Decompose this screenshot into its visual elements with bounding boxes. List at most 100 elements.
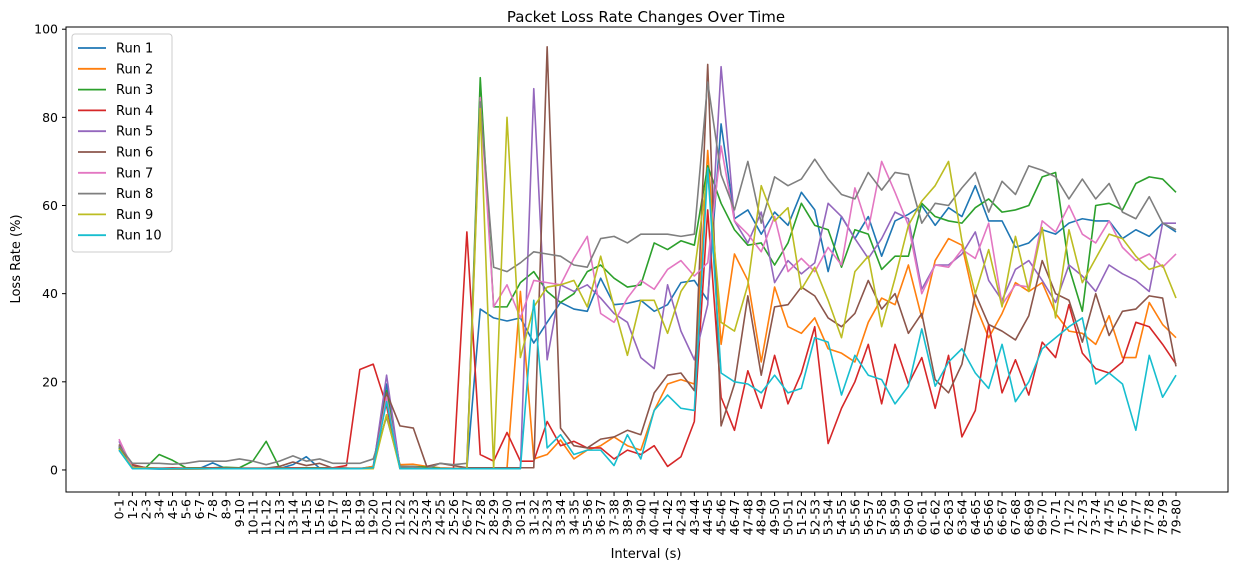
x-tick-label: 62-63 [941, 499, 956, 535]
legend-label: Run 8 [116, 187, 153, 202]
x-tick-label: 28-29 [486, 499, 501, 535]
legend-label: Run 1 [116, 42, 153, 57]
x-tick-label: 46-47 [727, 499, 742, 535]
x-tick-label: 39-40 [633, 499, 648, 535]
x-tick-label: 41-42 [660, 499, 675, 535]
y-tick-label: 20 [42, 374, 58, 389]
x-tick-label: 60-61 [914, 499, 929, 535]
x-tick-label: 34-35 [566, 499, 581, 535]
x-tick-label: 71-72 [1061, 499, 1076, 535]
x-tick-label: 70-71 [1048, 499, 1063, 535]
x-tick-label: 52-53 [807, 499, 822, 535]
y-axis: 0 20 40 60 80 100 [34, 22, 66, 477]
x-tick-label: 20-21 [379, 499, 394, 535]
series-line-run-4 [118, 209, 1177, 470]
x-tick-label: 2-3 [138, 499, 153, 519]
x-tick-label: 73-74 [1088, 499, 1103, 535]
x-tick-label: 14-15 [299, 499, 314, 535]
x-tick-label: 49-50 [767, 499, 782, 535]
y-tick-label: 100 [34, 22, 58, 37]
x-tick-label: 17-18 [339, 499, 354, 535]
x-tick-label: 29-30 [500, 499, 515, 535]
x-tick-label: 61-62 [928, 499, 943, 535]
x-tick-label: 76-77 [1128, 499, 1143, 535]
x-tick-label: 32-33 [540, 499, 555, 535]
series-line-run-5 [118, 65, 1176, 470]
x-tick-label: 53-54 [821, 499, 836, 535]
series-line-run-10 [118, 167, 1177, 470]
x-tick-label: 44-45 [700, 499, 715, 535]
x-tick-label: 79-80 [1169, 499, 1184, 535]
x-tick-label: 72-73 [1075, 499, 1090, 535]
legend-label: Run 3 [116, 83, 153, 98]
x-tick-label: 77-78 [1142, 499, 1157, 535]
x-tick-label: 22-23 [406, 499, 421, 535]
x-tick-label: 64-65 [968, 499, 983, 535]
series-line-run-2 [118, 149, 1177, 470]
x-tick-label: 15-16 [312, 499, 327, 535]
x-axis: 0-11-22-33-44-55-66-77-88-99-1010-1111-1… [112, 492, 1184, 535]
x-tick-label: 63-64 [954, 499, 969, 535]
x-tick-label: 31-32 [526, 499, 541, 535]
x-tick-label: 11-12 [259, 499, 274, 535]
x-tick-label: 27-28 [473, 499, 488, 535]
x-tick-label: 38-39 [620, 499, 635, 535]
y-axis-title: Loss Rate (%) [9, 214, 24, 303]
y-tick-label: 80 [42, 110, 58, 125]
x-tick-label: 42-43 [673, 499, 688, 535]
x-tick-label: 59-60 [901, 499, 916, 535]
series-line-run-1 [118, 123, 1177, 470]
x-tick-label: 25-26 [446, 499, 461, 535]
x-tick-label: 45-46 [714, 499, 729, 535]
x-tick-label: 47-48 [740, 499, 755, 535]
x-tick-label: 50-51 [780, 499, 795, 535]
x-tick-label: 8-9 [219, 499, 234, 519]
x-tick-label: 51-52 [794, 499, 809, 535]
x-axis-title: Interval (s) [611, 547, 682, 562]
x-tick-label: 67-68 [1008, 499, 1023, 535]
series-line-run-8 [118, 81, 1177, 470]
x-tick-label: 12-13 [272, 499, 287, 535]
x-tick-label: 55-56 [847, 499, 862, 535]
legend-box [71, 33, 173, 253]
x-tick-label: 65-66 [981, 499, 996, 535]
x-tick-label: 19-20 [366, 499, 381, 535]
x-tick-label: 0-1 [112, 499, 127, 519]
legend: Run 1 Run 2 Run 3 Run 4 Run 5 Run 6 Run 7 Run 8… [71, 33, 173, 253]
x-tick-label: 36-37 [593, 499, 608, 535]
x-tick-label: 23-24 [419, 499, 434, 535]
x-tick-label: 66-67 [995, 499, 1010, 535]
x-tick-label: 37-38 [607, 499, 622, 535]
plot-area [118, 46, 1177, 470]
x-tick-label: 30-31 [513, 499, 528, 535]
x-tick-label: 7-8 [205, 499, 220, 519]
legend-label: Run 7 [116, 166, 153, 181]
x-tick-label: 1-2 [125, 499, 140, 519]
x-tick-label: 54-55 [834, 499, 849, 535]
x-tick-label: 57-58 [874, 499, 889, 535]
x-tick-label: 5-6 [178, 499, 193, 519]
x-tick-label: 75-76 [1115, 499, 1130, 535]
x-tick-label: 9-10 [232, 499, 247, 527]
legend-label: Run 9 [116, 208, 153, 223]
x-tick-label: 3-4 [152, 499, 167, 519]
x-tick-label: 78-79 [1155, 499, 1170, 535]
x-tick-label: 48-49 [754, 499, 769, 535]
x-tick-label: 21-22 [392, 499, 407, 535]
series-line-run-3 [118, 76, 1177, 470]
y-tick-label: 0 [50, 462, 58, 477]
legend-label: Run 5 [116, 125, 153, 140]
x-tick-label: 24-25 [433, 499, 448, 535]
x-tick-label: 35-36 [580, 499, 595, 535]
series-line-run-6 [118, 46, 1177, 470]
legend-label: Run 6 [116, 146, 153, 161]
chart-title: Packet Loss Rate Changes Over Time [507, 8, 785, 26]
x-tick-label: 40-41 [647, 499, 662, 535]
x-tick-label: 13-14 [285, 499, 300, 535]
x-tick-label: 74-75 [1102, 499, 1117, 535]
legend-label: Run 10 [116, 229, 162, 244]
x-tick-label: 4-5 [165, 499, 180, 519]
x-tick-label: 18-19 [352, 499, 367, 535]
